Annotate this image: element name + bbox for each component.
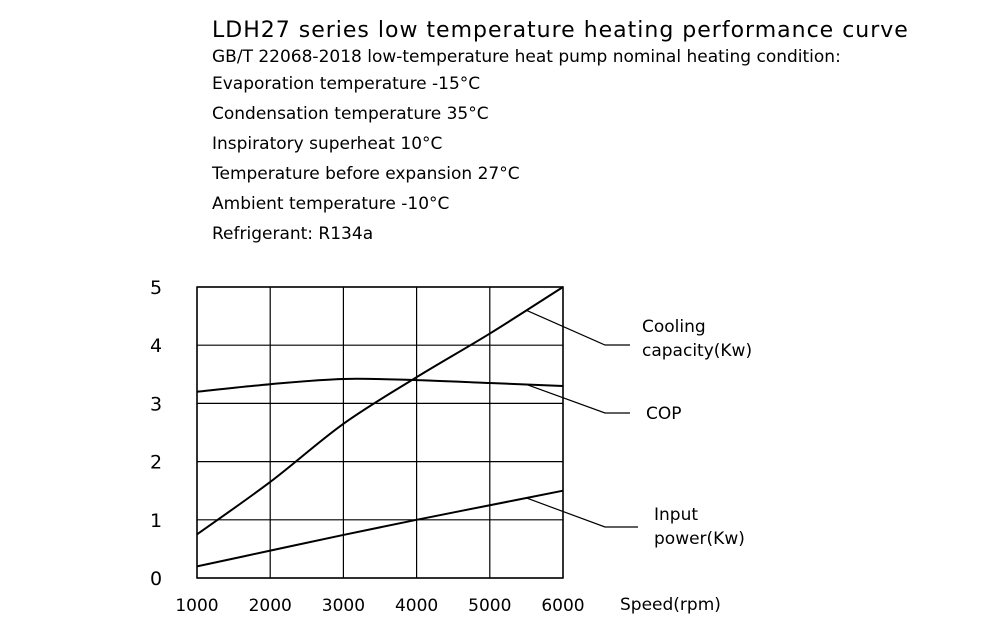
y-tick-label: 3	[150, 393, 162, 415]
series-line-cop	[196, 377, 564, 393]
series-label-cop: COP	[646, 404, 682, 424]
chart-subtitle: GB/T 22068-2018 low-temperature heat pum…	[212, 47, 841, 67]
x-tick-label: 6000	[541, 596, 584, 616]
x-tick-label: 3000	[322, 596, 365, 616]
condition-superheat: Inspiratory superheat 10°C	[212, 134, 443, 154]
y-tick-label: 2	[150, 452, 162, 474]
chart-header: LDH27 series low temperature heating per…	[212, 18, 909, 249]
series-label-line: power(Kw)	[654, 529, 745, 549]
series-label-line: Input	[654, 505, 698, 525]
y-tick-label: 1	[150, 510, 162, 532]
chart-title: LDH27 series low temperature heating per…	[212, 18, 909, 43]
series-label-line: Cooling	[642, 317, 706, 337]
condition-expansion: Temperature before expansion 27°C	[212, 164, 520, 184]
chart-grid	[196, 286, 564, 579]
x-tick-label: 2000	[249, 596, 292, 616]
series-line-input-power-kw	[196, 489, 564, 568]
condition-evaporation: Evaporation temperature -15°C	[212, 74, 481, 94]
chart-series	[196, 286, 564, 568]
series-label-cooling-capacity-kw: Cooling capacity(Kw)	[642, 317, 752, 361]
plot-frame	[196, 286, 564, 579]
series-line-cooling-capacity-kw	[196, 286, 564, 536]
condition-refrigerant: Refrigerant: R134a	[212, 224, 374, 244]
series-label-line: COP	[646, 404, 682, 424]
x-axis-label: Speed(rpm)	[620, 595, 721, 615]
y-tick-label: 4	[150, 335, 162, 357]
y-tick-label: 5	[150, 277, 162, 299]
series-label-line: capacity(Kw)	[642, 341, 752, 361]
series-leaders: Cooling capacity(Kw) COP Input power(Kw)	[526, 309, 752, 549]
condition-ambient: Ambient temperature -10°C	[212, 194, 450, 214]
x-tick-label: 5000	[468, 596, 511, 616]
x-tick-label: 4000	[395, 596, 438, 616]
condition-condensation: Condensation temperature 35°C	[212, 104, 489, 124]
axis-ticks: 1000 2000 3000 4000 5000 6000 0 1 2 3 4 5	[150, 277, 585, 616]
leader-line-cooling-capacity-kw	[526, 309, 630, 346]
leader-line-cop	[526, 383, 630, 414]
y-tick-label: 0	[150, 568, 162, 590]
x-tick-label: 1000	[175, 596, 218, 616]
series-label-input-power-kw: Input power(Kw)	[654, 505, 745, 549]
leader-line-input-power-kw	[526, 497, 638, 528]
